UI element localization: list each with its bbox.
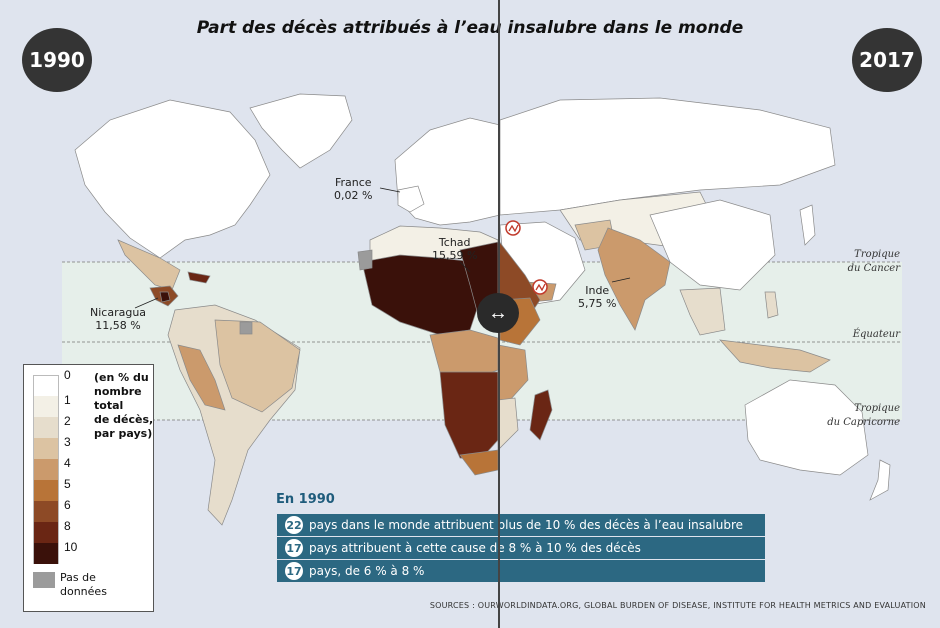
legend-tick-label: 5 xyxy=(64,477,71,491)
inde-arrow xyxy=(611,277,631,283)
info-row-1-number: 22 xyxy=(285,516,303,534)
greenland xyxy=(249,93,353,169)
tropic-cancer-label-line2: du Cancer xyxy=(847,263,900,274)
callout-france-value: 0,02 % xyxy=(334,189,373,202)
japan xyxy=(799,204,816,246)
legend-tick-label: 1 xyxy=(64,393,71,407)
no-data-marker-icon xyxy=(532,279,548,295)
callout-inde-value: 5,75 % xyxy=(578,297,617,310)
legend-swatch xyxy=(33,480,59,501)
legend-swatch xyxy=(33,459,59,480)
tropic-capricorn-label-line2: du Capricorne xyxy=(827,417,900,428)
legend-tick-label: 3 xyxy=(64,435,71,449)
tropic-capricorn-label: Tropique du Capricorne xyxy=(827,402,900,430)
china xyxy=(649,199,776,291)
nicaragua xyxy=(159,291,171,303)
callout-tchad-value: 15,59 % xyxy=(432,249,478,262)
tchad-arrow xyxy=(459,261,471,273)
legend-nodata-line1: Pas de xyxy=(60,571,96,584)
indonesia xyxy=(719,339,831,373)
legend-swatch xyxy=(33,438,59,459)
info-row-2-text: pays attribuent à cette cause de 8 % à 1… xyxy=(309,541,641,555)
map-title: Part des décès attribués à l’eau insalub… xyxy=(196,18,744,38)
legend-nodata-line2: données xyxy=(60,585,107,598)
info-row-1: 22 pays dans le monde attribuent plus de… xyxy=(277,514,765,536)
legend-tick-label: 2 xyxy=(64,414,71,428)
no-data-marker-icon xyxy=(505,220,521,236)
legend-caption-line1: (en % du xyxy=(94,371,149,384)
legend-tick-label: 0 xyxy=(64,368,71,382)
legend: 0 1 2 3 4 5 6 8 10 (en % du nombre total de décè… xyxy=(23,364,154,612)
legend-nodata-label: Pas de données xyxy=(60,571,107,599)
legend-caption-line5: par pays) xyxy=(94,427,153,440)
legend-nodata-swatch xyxy=(33,572,55,588)
legend-caption-line2: nombre xyxy=(94,385,142,398)
legend-caption-line4: de décès, xyxy=(94,413,154,426)
callout-inde: Inde 5,75 % xyxy=(578,284,616,310)
info-row-3-number: 17 xyxy=(285,562,303,580)
tropic-capricorn-label-line1: Tropique xyxy=(854,403,900,414)
callout-inde-name: Inde xyxy=(585,284,610,297)
info-row-2: 17 pays attribuent à cette cause de 8 % … xyxy=(277,537,765,559)
callout-nicaragua-value: 11,58 % xyxy=(95,319,141,332)
philippines xyxy=(764,291,779,319)
legend-caption: (en % du nombre total de décès, par pays… xyxy=(94,371,154,441)
mozambique xyxy=(497,397,519,451)
legend-tick-label: 10 xyxy=(64,540,78,554)
legend-caption-line3: total xyxy=(94,399,124,412)
equator-label: Équateur xyxy=(852,329,900,340)
russia xyxy=(499,97,836,216)
legend-swatch xyxy=(33,522,59,543)
callout-nicaragua: Nicaragua 11,58 % xyxy=(90,306,146,332)
sources-credit: SOURCES : OURWORLDINDATA.ORG, GLOBAL BUR… xyxy=(429,601,926,610)
year-badge-right: 2017 xyxy=(852,28,922,92)
western-sahara-nodata xyxy=(357,249,373,271)
legend-swatch xyxy=(33,375,59,397)
bolivia-peru xyxy=(177,344,226,411)
legend-tick-label: 4 xyxy=(64,456,71,470)
info-heading: En 1990 xyxy=(276,492,335,507)
year-badge-left: 1990 xyxy=(22,28,92,92)
legend-swatch xyxy=(33,501,59,522)
new-zealand xyxy=(869,459,891,501)
legend-swatch xyxy=(33,543,59,564)
brazil xyxy=(214,319,301,413)
southern-africa-dark xyxy=(439,371,499,461)
callout-tchad: Tchad 15,59 % xyxy=(432,236,477,262)
west-africa xyxy=(361,254,481,336)
legend-swatch xyxy=(33,396,59,417)
caribbean xyxy=(187,271,211,284)
legend-tick-label: 6 xyxy=(64,498,71,512)
info-row-3-text: pays, de 6 % à 8 % xyxy=(309,564,425,578)
nicaragua-arrow xyxy=(134,297,159,309)
left-right-arrow-icon[interactable]: ↔ xyxy=(477,293,519,333)
callout-france: France 0,02 % xyxy=(334,176,372,202)
legend-swatch xyxy=(33,417,59,438)
legend-tick-label: 8 xyxy=(64,519,71,533)
australia xyxy=(744,379,869,476)
madagascar xyxy=(529,389,553,441)
india xyxy=(597,227,671,331)
southeast-asia xyxy=(679,287,726,336)
tropic-cancer-label-line1: Tropique xyxy=(854,249,900,260)
guiana-nodata xyxy=(239,321,253,335)
tropic-cancer-label: Tropique du Cancer xyxy=(848,248,900,276)
callout-france-name: France xyxy=(334,176,372,189)
info-row-1-text: pays dans le monde attribuent plus de 10… xyxy=(309,518,744,532)
north-america xyxy=(74,99,271,259)
callout-nicaragua-name: Nicaragua xyxy=(90,306,147,319)
france xyxy=(397,185,425,213)
info-row-2-number: 17 xyxy=(285,539,303,557)
france-arrow xyxy=(379,187,401,193)
callout-tchad-name: Tchad xyxy=(438,236,471,249)
info-row-3: 17 pays, de 6 % à 8 % xyxy=(277,560,765,582)
